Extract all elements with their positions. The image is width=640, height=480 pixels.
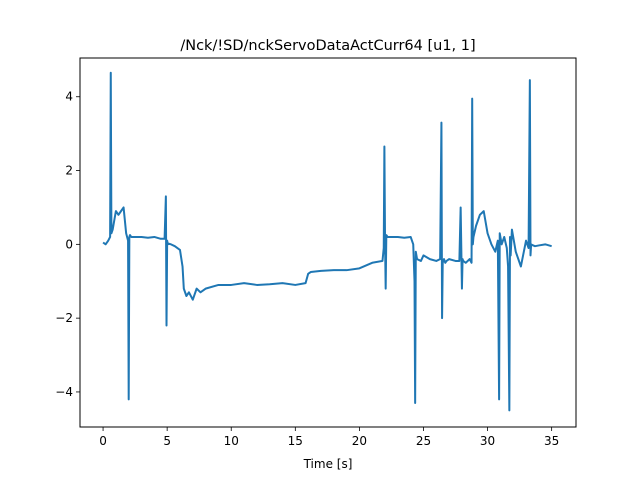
y-tick-label: 4 xyxy=(65,90,73,104)
x-axis-label: Time [s] xyxy=(303,457,353,471)
x-tick-label: 5 xyxy=(163,434,171,448)
x-tick-label: 30 xyxy=(480,434,495,448)
y-tick-label: −4 xyxy=(55,385,73,399)
plot-frame xyxy=(79,57,577,428)
y-tick-label: 0 xyxy=(65,237,73,251)
y-axis: −4 −2 0 2 4 xyxy=(55,90,80,399)
y-tick-label: −2 xyxy=(55,311,73,325)
x-tick-label: 35 xyxy=(544,434,559,448)
x-tick-label: 25 xyxy=(416,434,431,448)
x-tick-label: 15 xyxy=(288,434,303,448)
series-line-0 xyxy=(102,71,552,412)
y-tick-label: 2 xyxy=(65,164,73,178)
x-tick-label: 10 xyxy=(224,434,239,448)
x-axis: 0 5 10 15 20 25 30 35 xyxy=(99,427,559,448)
chart-title: /Nck/!SD/nckServoDataActCurr64 [u1, 1] xyxy=(180,38,475,54)
x-tick-label: 20 xyxy=(352,434,367,448)
x-tick-label: 0 xyxy=(99,434,107,448)
